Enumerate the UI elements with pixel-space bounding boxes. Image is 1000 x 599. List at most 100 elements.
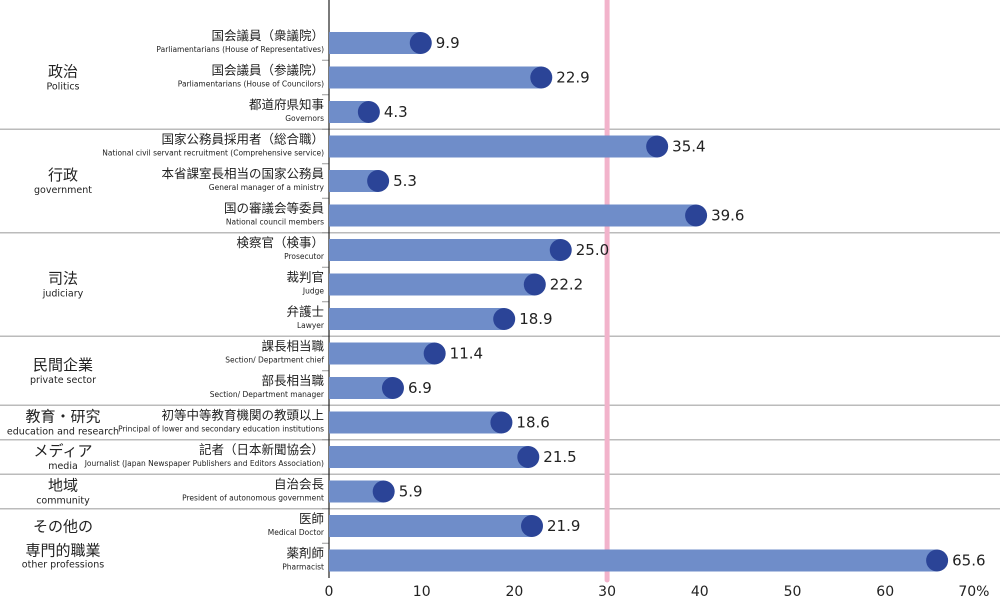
- category-label-en: Judge: [302, 287, 324, 296]
- category-label-en: Medical Doctor: [268, 528, 325, 537]
- bar-end-marker: [521, 515, 544, 537]
- category-label-en: National council members: [226, 218, 324, 227]
- bar-end-marker: [926, 549, 949, 572]
- category-label-jp: 裁判官: [286, 270, 324, 285]
- x-tick-label: 50: [784, 584, 802, 599]
- category-label-en: Parliamentarians (House of Councilors): [178, 80, 324, 89]
- category-label-en: Section/ Department chief: [225, 356, 324, 365]
- category-label-en: National civil servant recruitment (Comp…: [102, 149, 324, 158]
- bar: [329, 204, 697, 227]
- group-label-jp: その他の: [33, 517, 93, 535]
- category-label-jp: 自治会長: [274, 477, 325, 492]
- bar: [329, 32, 421, 54]
- value-label: 5.9: [399, 483, 423, 501]
- group-label-jp: 教育・研究: [25, 408, 100, 426]
- value-label: 65.6: [952, 552, 985, 570]
- value-label: 11.4: [450, 345, 483, 363]
- value-label: 21.5: [543, 448, 576, 466]
- bar-end-marker: [490, 411, 513, 434]
- group-label-jp: 司法: [48, 270, 78, 288]
- bar-end-marker: [423, 342, 446, 365]
- bar: [329, 239, 561, 261]
- value-label: 18.9: [519, 310, 552, 328]
- bar: [329, 308, 505, 330]
- bar-end-marker: [523, 273, 546, 296]
- group-label-en: media: [48, 461, 78, 472]
- bar: [329, 66, 542, 89]
- category-label-jp: 国会議員（参議院）: [211, 63, 324, 78]
- bar-end-marker: [409, 32, 432, 54]
- value-label: 39.6: [711, 207, 744, 225]
- x-tick-label: 30: [598, 584, 616, 599]
- bar-end-marker: [517, 446, 540, 468]
- group-label-en: education and research: [7, 427, 119, 438]
- category-label-jp: 検察官（検事）: [236, 235, 324, 250]
- value-label: 21.9: [547, 517, 580, 535]
- category-label-en: Section/ Department manager: [210, 390, 325, 399]
- bar-end-marker: [493, 308, 516, 330]
- group-label-en: private sector: [30, 375, 96, 386]
- category-label-jp: 部長相当職: [261, 373, 324, 388]
- bar: [329, 411, 502, 434]
- group-label-en: community: [36, 496, 90, 507]
- value-label: 25.0: [576, 241, 609, 259]
- category-label-jp: 課長相当職: [261, 339, 324, 354]
- category-label-en: Governors: [285, 114, 324, 123]
- bar-end-marker: [685, 204, 708, 227]
- bar: [329, 377, 393, 399]
- group-label-jp: メディア: [34, 442, 93, 460]
- value-label: 18.6: [516, 414, 549, 432]
- bar-end-marker: [381, 377, 404, 399]
- bar-end-marker: [367, 170, 390, 192]
- bar: [329, 135, 658, 158]
- value-label: 22.9: [556, 69, 589, 87]
- value-label: 5.3: [393, 172, 417, 190]
- bar-end-marker: [530, 66, 553, 89]
- group-label-jp: 民間企業: [33, 356, 93, 374]
- group-label-jp: 専門的職業: [25, 541, 100, 559]
- category-label-jp: 医師: [299, 511, 324, 526]
- value-label: 35.4: [672, 138, 705, 156]
- group-label-jp: 政治: [48, 63, 78, 81]
- bar-end-marker: [549, 239, 572, 261]
- bar-end-marker: [357, 101, 380, 123]
- value-label: 6.9: [408, 379, 432, 397]
- bar: [329, 480, 384, 503]
- category-label-jp: 国会議員（衆議院）: [211, 28, 324, 43]
- group-label-en: judiciary: [42, 289, 84, 300]
- group-label-en: other professions: [22, 559, 104, 570]
- x-tick-label: 20: [505, 584, 523, 599]
- category-label-en: General manager of a ministry: [209, 183, 325, 192]
- bar-end-marker: [646, 135, 669, 158]
- category-label-jp: 弁護士: [286, 304, 324, 319]
- category-label-jp: 本省課室長相当の国家公務員: [161, 166, 324, 181]
- category-label-en: Prosecutor: [284, 252, 325, 261]
- bar: [329, 515, 533, 537]
- category-label-jp: 都道府県知事: [249, 97, 324, 112]
- x-tick-label: 40: [691, 584, 709, 599]
- x-tick-label: 60: [876, 584, 894, 599]
- category-label-jp: 国家公務員採用者（総合職）: [161, 132, 324, 147]
- category-label-jp: 国の審議会等委員: [224, 201, 325, 216]
- value-label: 4.3: [384, 103, 408, 121]
- category-label-en: Pharmacist: [282, 563, 324, 572]
- group-label-en: Politics: [46, 82, 79, 93]
- group-label-jp: 行政: [48, 166, 78, 184]
- bar: [329, 549, 938, 572]
- x-tick-label: 10: [413, 584, 431, 599]
- bar: [329, 273, 535, 296]
- x-tick-label: 70%: [958, 584, 989, 599]
- category-label-jp: 薬剤師: [286, 546, 324, 561]
- value-label: 22.2: [550, 276, 583, 294]
- value-label: 9.9: [436, 34, 460, 52]
- x-tick-label: 0: [325, 584, 334, 599]
- category-label-jp: 初等中等教育機関の教頭以上: [161, 408, 324, 423]
- category-label-en: Principal of lower and secondary educati…: [118, 425, 324, 434]
- bar-end-marker: [372, 480, 395, 503]
- category-label-en: Lawyer: [297, 321, 325, 330]
- group-label-jp: 地域: [48, 477, 78, 495]
- bar: [329, 342, 435, 365]
- category-label-en: Parliamentarians (House of Representativ…: [156, 45, 324, 54]
- group-label-en: government: [34, 185, 92, 196]
